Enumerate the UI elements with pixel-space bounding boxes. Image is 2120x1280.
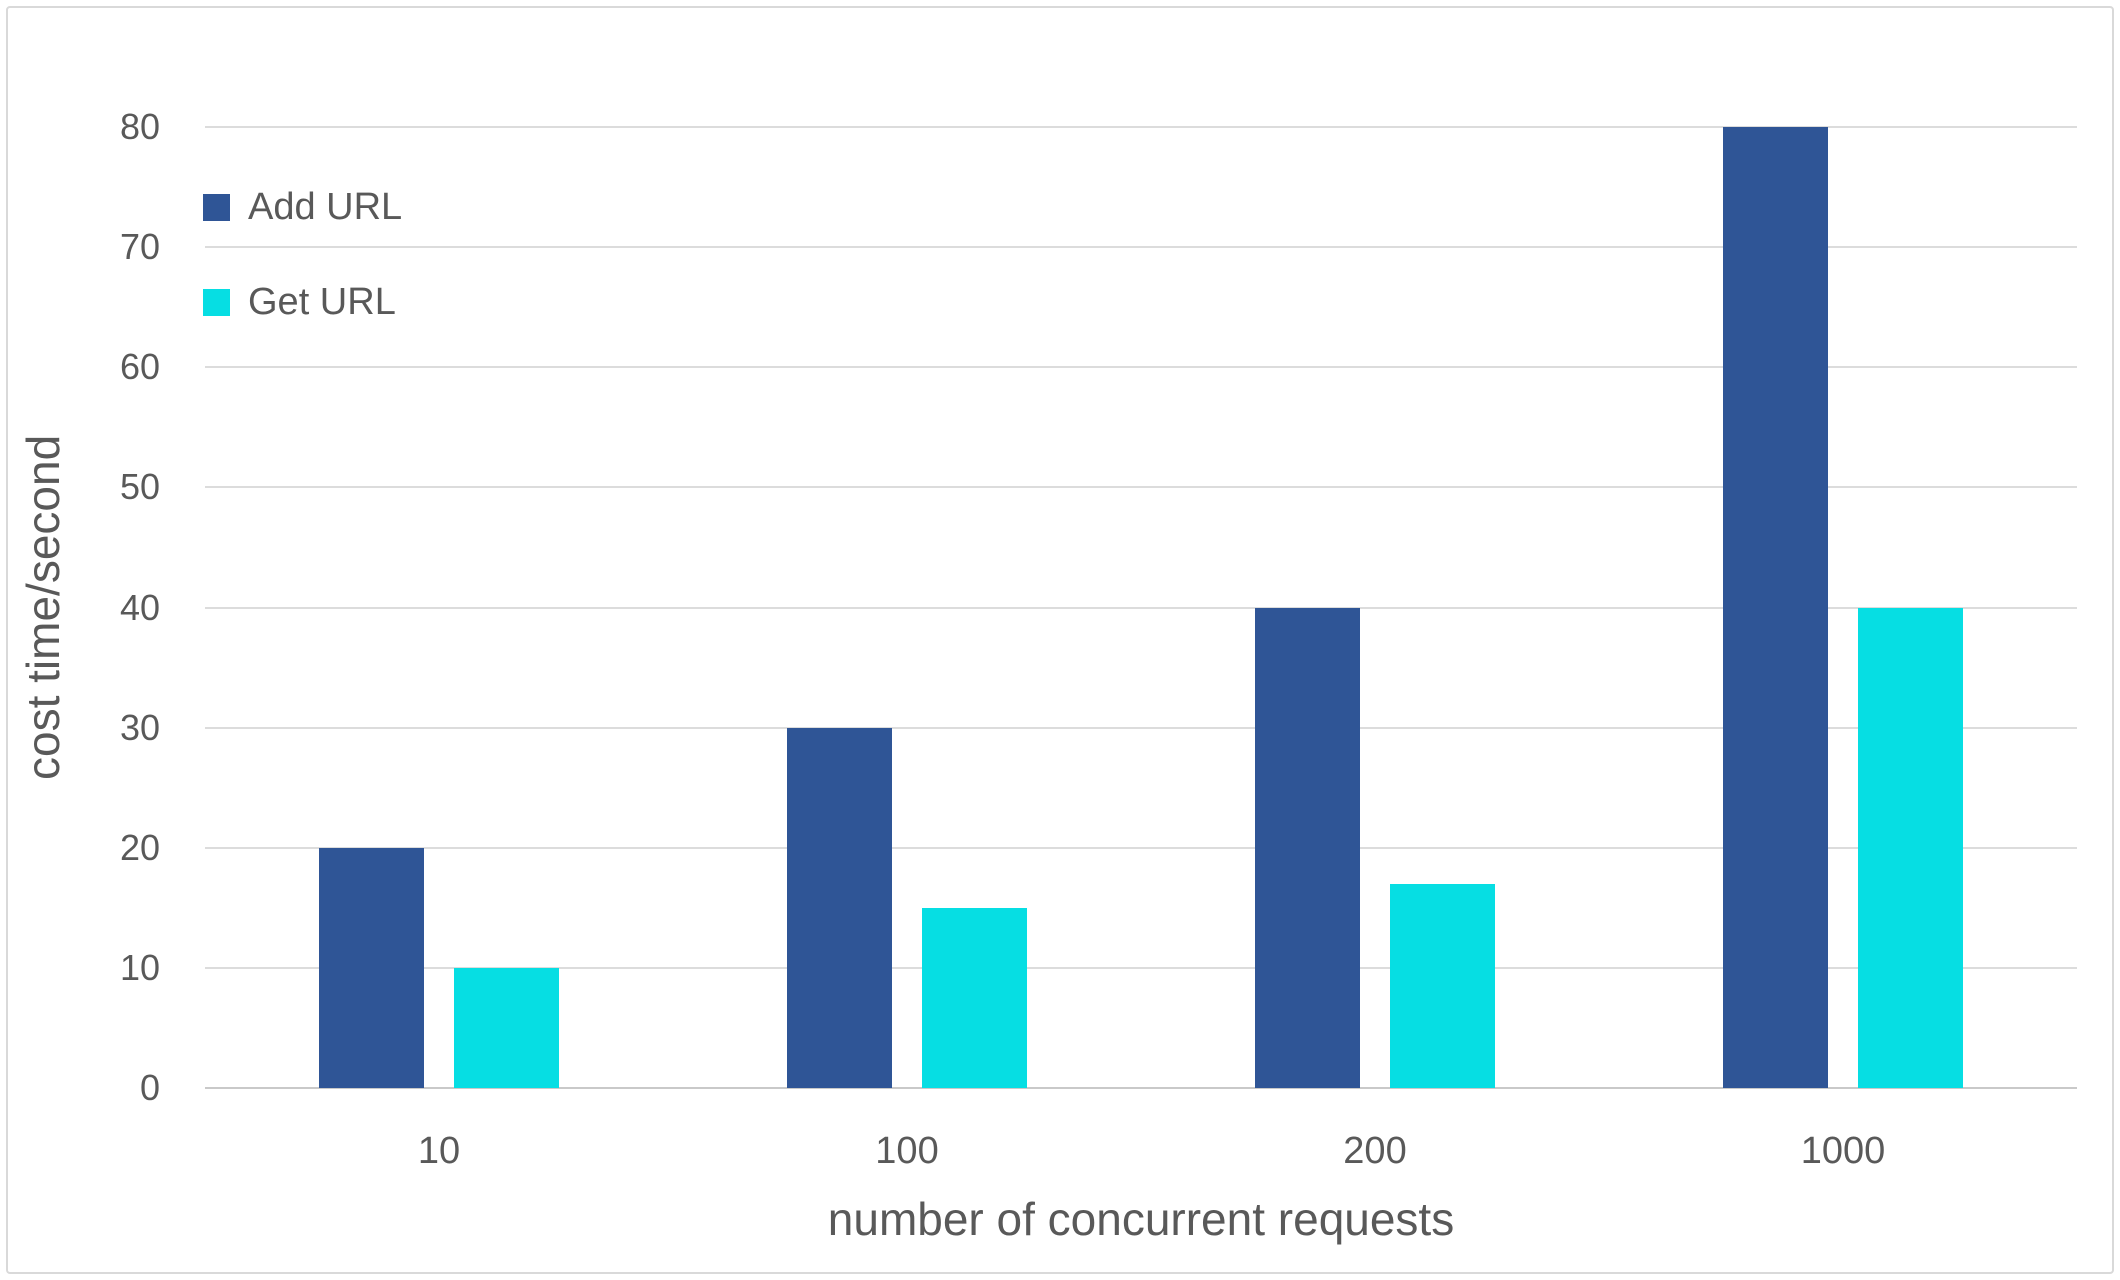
x-axis-line: [205, 1087, 2077, 1089]
bar-add-url-100: [787, 727, 892, 1088]
bar-group-1000: [1609, 127, 2077, 1088]
bar-get-url-100: [922, 907, 1027, 1088]
y-tick-label-30: 30: [119, 706, 160, 748]
y-tick-label-20: 20: [119, 826, 160, 868]
bar-get-url-10: [454, 967, 559, 1088]
legend-swatch-icon: [203, 289, 230, 316]
gridline-y-70: [205, 246, 2077, 249]
bar-add-url-1000: [1723, 127, 1828, 1088]
legend-item-get-url: Get URL: [203, 281, 402, 324]
gridline-y-50: [205, 486, 2077, 489]
bar-group-200: [1141, 127, 1609, 1088]
legend-label: Get URL: [248, 281, 396, 323]
legend: Add URL Get URL: [203, 186, 402, 324]
bar-add-url-200: [1255, 607, 1360, 1088]
legend-label: Add URL: [248, 186, 403, 228]
x-axis-title: number of concurrent requests: [827, 1193, 1455, 1245]
y-tick-label-80: 80: [119, 106, 160, 147]
legend-swatch-icon: [203, 194, 230, 221]
y-tick-label-0: 0: [139, 1067, 160, 1108]
bar-get-url-200: [1390, 883, 1495, 1088]
gridline-y-30: [205, 726, 2077, 729]
legend-item-add-url: Add URL: [203, 186, 402, 229]
bar-group-100: [673, 127, 1141, 1088]
x-tick-label-100: 100: [875, 1130, 939, 1172]
y-tick-label-10: 10: [119, 946, 160, 988]
gridline-y-60: [205, 366, 2077, 369]
bar-get-url-1000: [1858, 607, 1963, 1088]
y-tick-label-50: 50: [119, 466, 160, 508]
bar-group-10: [205, 127, 673, 1088]
gridline-y-20: [205, 846, 2077, 849]
plot-area: [205, 126, 2077, 1089]
x-tick-label-1000: 1000: [1800, 1130, 1886, 1172]
gridline-y-10: [205, 966, 2077, 969]
gridline-y-80: [205, 126, 2077, 128]
bar-add-url-10: [319, 847, 424, 1088]
y-tick-label-60: 60: [119, 346, 160, 388]
x-tick-label-200: 200: [1343, 1130, 1407, 1172]
x-tick-label-10: 10: [417, 1130, 461, 1172]
y-tick-label-70: 70: [119, 226, 160, 268]
y-tick-label-40: 40: [119, 586, 160, 628]
gridline-y-40: [205, 606, 2077, 609]
